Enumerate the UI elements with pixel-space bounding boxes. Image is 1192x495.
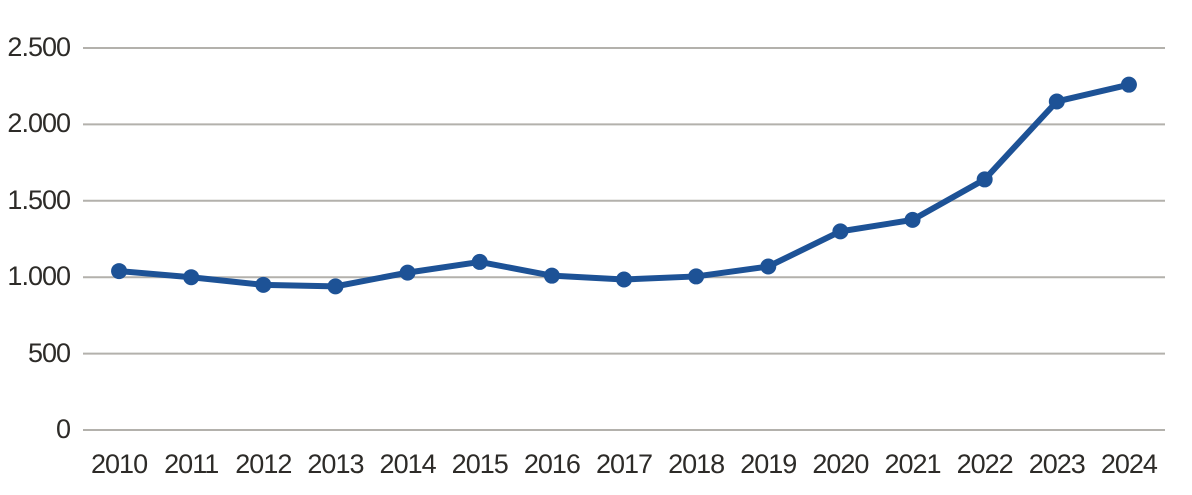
x-axis-tick-label: 2020 [812,449,869,479]
x-axis-tick-label: 2024 [1100,449,1158,479]
x-axis-tick-label: 2014 [379,449,437,479]
x-axis-tick-label: 2013 [307,449,364,479]
x-axis-tick-label: 2019 [740,449,797,479]
x-axis-tick-label: 2018 [668,449,725,479]
y-axis-tick-label: 0 [55,413,71,444]
y-axis-tick-label: 2.000 [7,108,71,139]
data-series-line [111,76,1137,295]
y-axis-tick-label: 500 [27,337,71,368]
y-axis-tick-label: 1.500 [7,184,71,215]
x-axis-tick-label: 2015 [451,449,509,479]
x-axis-tick-label: 2010 [91,449,148,479]
x-axis-tick-label: 2017 [595,449,653,479]
x-axis-tick-label: 2016 [523,449,581,479]
x-axis-tick-label: 2022 [956,449,1014,479]
x-axis-tick-label: 2012 [235,449,292,479]
y-axis-tick-label: 2.500 [7,31,71,62]
x-axis-tick-label: 2023 [1028,449,1086,479]
x-axis-tick-label: 2021 [884,449,941,479]
y-axis-tick-label: 1.000 [7,261,71,292]
gridlines [83,47,1165,431]
x-axis-tick-label: 2011 [164,449,219,479]
